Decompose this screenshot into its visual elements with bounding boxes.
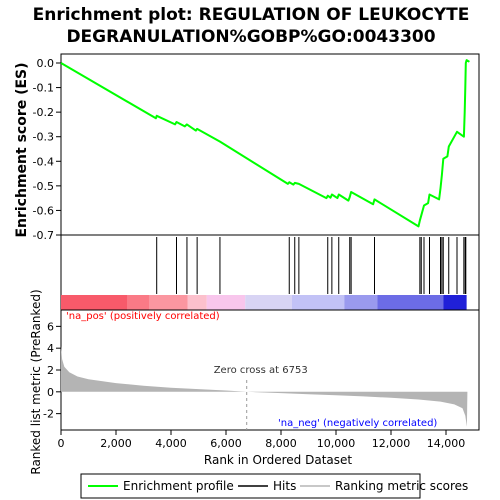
x-tick-label: 4,000 xyxy=(155,437,187,450)
x-tick-label: 14,000 xyxy=(427,437,466,450)
rank-ytick-label: 4 xyxy=(47,342,54,355)
es-ytick-label: -0.5 xyxy=(33,180,54,193)
legend-metric-label: Ranking metric scores xyxy=(335,479,468,493)
color-bar-segment xyxy=(206,295,246,310)
hits-marks xyxy=(156,237,467,294)
x-axis-ticks: 0 2,000 4,000 6,000 8,000 10,000 12,000 14,000 xyxy=(58,430,466,450)
ranking-color-bar xyxy=(61,295,467,310)
x-tick-label: 0 xyxy=(58,437,65,450)
color-bar-segment xyxy=(245,295,292,310)
es-y-ticks: 0.0 -0.1 -0.2 -0.3 -0.4 -0.5 -0.6 -0.7 xyxy=(33,57,61,242)
rank-ytick-label: 6 xyxy=(47,320,54,333)
color-bar-segment xyxy=(377,295,444,310)
legend-enrichment-label: Enrichment profile xyxy=(123,479,234,493)
es-ytick-label: -0.3 xyxy=(33,131,54,144)
x-axis-label: Rank in Ordered Dataset xyxy=(204,453,352,467)
rank-y-axis-label: Ranked list metric (PreRanked) xyxy=(29,289,43,474)
x-tick-label: 12,000 xyxy=(372,437,411,450)
es-ytick-label: -0.1 xyxy=(33,82,54,95)
rank-panel-frame xyxy=(60,309,480,431)
color-bar-segment xyxy=(443,295,467,310)
es-ytick-label: -0.6 xyxy=(33,204,54,217)
color-bar-segment xyxy=(292,295,345,310)
zero-cross-label: Zero cross at 6753 xyxy=(214,365,308,376)
x-tick-label: 8,000 xyxy=(265,437,297,450)
es-ytick-label: -0.7 xyxy=(33,229,54,242)
color-bar-segment xyxy=(61,295,127,310)
neg-correlated-label: 'na_neg' (negatively correlated) xyxy=(278,418,437,429)
rank-y-ticks: 6 4 2 0 -2 xyxy=(43,320,61,421)
enrichment-profile-line xyxy=(60,59,470,228)
x-tick-label: 10,000 xyxy=(317,437,356,450)
rank-ytick-label: -2 xyxy=(43,408,54,421)
color-bar-segment xyxy=(344,295,378,310)
chart-title-line1: Enrichment plot: REGULATION OF LEUKOCYTE xyxy=(33,5,470,25)
es-ytick-label: 0.0 xyxy=(37,57,55,70)
ranking-metric-area xyxy=(61,346,468,427)
color-bar-segment xyxy=(127,295,149,310)
chart-title-line2: DEGRANULATION%GOBP%GO:0043300 xyxy=(66,27,435,47)
es-ytick-label: -0.2 xyxy=(33,106,54,119)
legend-hits-label: Hits xyxy=(273,479,296,493)
es-ytick-label: -0.4 xyxy=(33,155,54,168)
x-tick-label: 6,000 xyxy=(210,437,242,450)
es-y-axis-label: Enrichment score (ES) xyxy=(14,62,30,237)
ranking-metric-fill xyxy=(61,346,468,427)
color-bar-segment xyxy=(187,295,207,310)
rank-ytick-label: 0 xyxy=(47,386,54,399)
pos-correlated-label: 'na_pos' (positively correlated) xyxy=(66,311,220,322)
enrichment-profile-path xyxy=(60,59,470,228)
rank-ytick-label: 2 xyxy=(47,364,54,377)
es-panel-frame xyxy=(60,53,480,236)
x-tick-label: 2,000 xyxy=(100,437,132,450)
color-bar-segment xyxy=(149,295,188,310)
